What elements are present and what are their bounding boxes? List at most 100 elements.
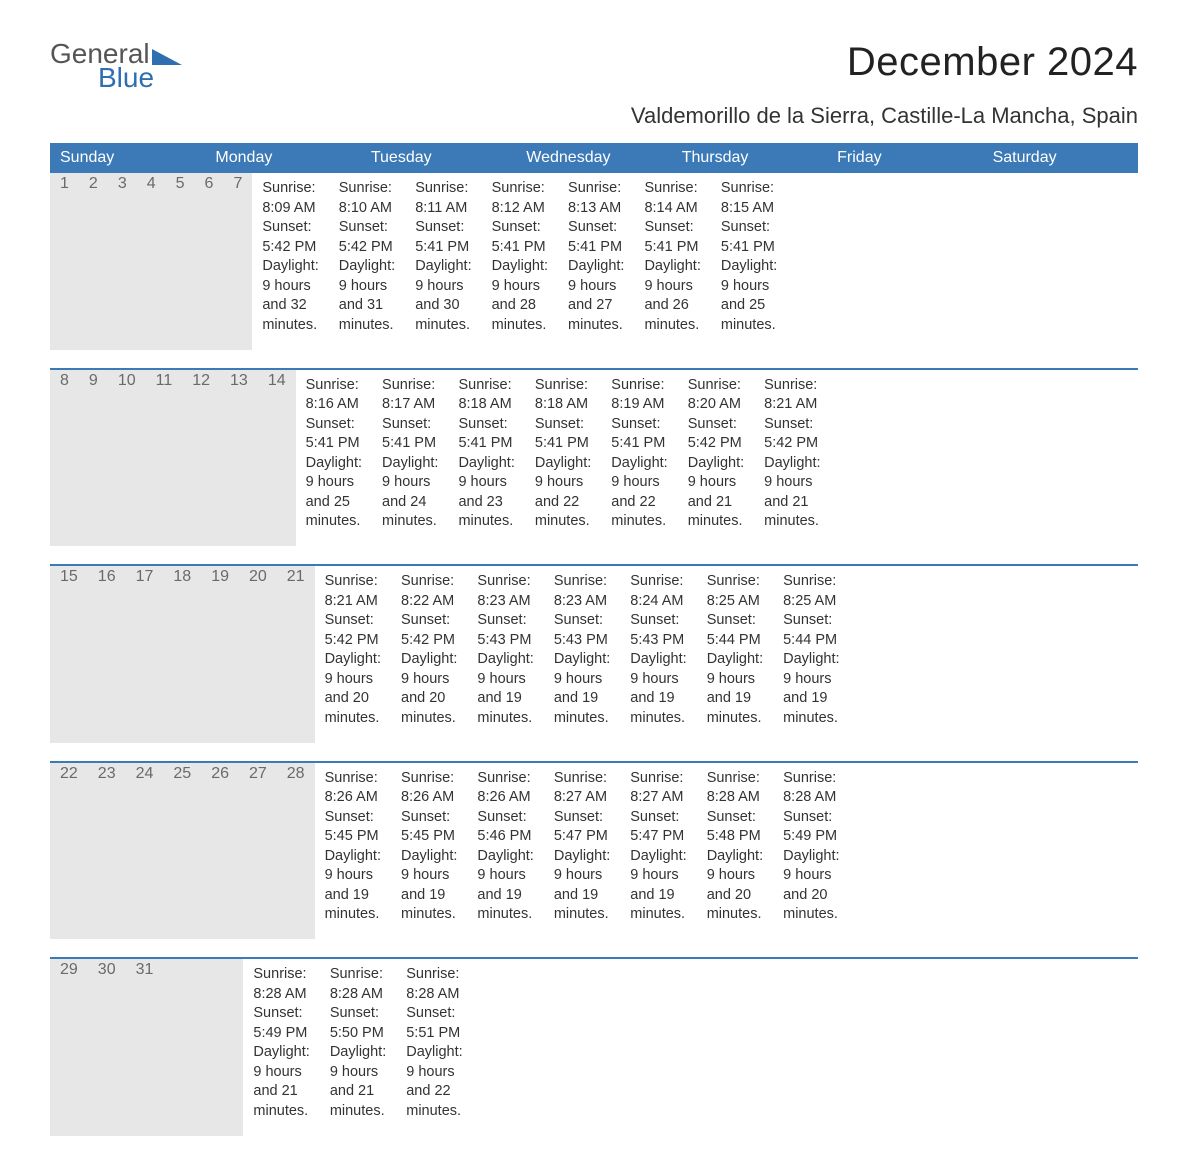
day-sunset: Sunset: 5:47 PM (554, 808, 610, 847)
day-sunset: Sunset: 5:50 PM (330, 1004, 386, 1043)
day-d2: and 20 minutes. (707, 886, 763, 925)
day-detail: Sunrise: 8:24 AMSunset: 5:43 PMDaylight:… (620, 566, 696, 743)
day-d2: and 32 minutes. (262, 296, 318, 335)
day-detail: Sunrise: 8:19 AMSunset: 5:41 PMDaylight:… (601, 370, 677, 547)
day-d1: Daylight: 9 hours (477, 650, 533, 689)
day-number (223, 959, 243, 1136)
day-d2: and 19 minutes. (707, 689, 763, 728)
day-d1: Daylight: 9 hours (492, 257, 548, 296)
day-d2: and 22 minutes. (406, 1082, 462, 1121)
day-d2: and 31 minutes. (339, 296, 395, 335)
day-number: 3 (108, 173, 137, 350)
day-number: 16 (88, 566, 126, 743)
detail-row: Sunrise: 8:26 AMSunset: 5:45 PMDaylight:… (315, 763, 850, 940)
day-number: 23 (88, 763, 126, 940)
week: 22232425262728 Sunrise: 8:26 AMSunset: 5:… (50, 761, 1138, 940)
location-subtitle: Valdemorillo de la Sierra, Castille-La M… (631, 103, 1138, 129)
day-sunrise: Sunrise: 8:16 AM (306, 376, 362, 415)
day-d2: and 19 minutes. (401, 886, 457, 925)
day-sunrise: Sunrise: 8:28 AM (253, 965, 309, 1004)
day-header-row: SundayMondayTuesdayWednesdayThursdayFrid… (50, 143, 1138, 173)
day-sunset: Sunset: 5:46 PM (477, 808, 533, 847)
day-number: 28 (277, 763, 315, 940)
day-sunset: Sunset: 5:43 PM (554, 611, 610, 650)
header: General Blue December 2024 Valdemorillo … (50, 40, 1138, 137)
day-d2: and 21 minutes. (330, 1082, 386, 1121)
day-detail: Sunrise: 8:18 AMSunset: 5:41 PMDaylight:… (448, 370, 524, 547)
detail-row: Sunrise: 8:28 AMSunset: 5:49 PMDaylight:… (243, 959, 552, 1136)
daynum-row: 22232425262728 (50, 763, 315, 940)
day-sunset: Sunset: 5:47 PM (630, 808, 686, 847)
detail-row: Sunrise: 8:21 AMSunset: 5:42 PMDaylight:… (315, 566, 850, 743)
day-sunset: Sunset: 5:43 PM (477, 611, 533, 650)
daynum-row: 15161718192021 (50, 566, 315, 743)
day-detail: Sunrise: 8:10 AMSunset: 5:42 PMDaylight:… (329, 173, 405, 350)
day-d1: Daylight: 9 hours (611, 454, 667, 493)
day-detail: Sunrise: 8:25 AMSunset: 5:44 PMDaylight:… (773, 566, 849, 743)
day-detail: Sunrise: 8:13 AMSunset: 5:41 PMDaylight:… (558, 173, 634, 350)
day-sunrise: Sunrise: 8:27 AM (554, 769, 610, 808)
day-number: 9 (79, 370, 108, 547)
day-sunset: Sunset: 5:41 PM (644, 218, 700, 257)
day-detail: Sunrise: 8:18 AMSunset: 5:41 PMDaylight:… (525, 370, 601, 547)
day-d2: and 28 minutes. (492, 296, 548, 335)
day-d1: Daylight: 9 hours (535, 454, 591, 493)
day-d1: Daylight: 9 hours (554, 847, 610, 886)
calendar: SundayMondayTuesdayWednesdayThursdayFrid… (50, 143, 1138, 1136)
day-d2: and 19 minutes. (325, 886, 381, 925)
day-sunrise: Sunrise: 8:25 AM (707, 572, 763, 611)
day-d2: and 27 minutes. (568, 296, 624, 335)
day-sunset: Sunset: 5:41 PM (611, 415, 667, 454)
day-number: 30 (88, 959, 126, 1136)
day-d2: and 25 minutes. (721, 296, 777, 335)
day-detail: Sunrise: 8:25 AMSunset: 5:44 PMDaylight:… (697, 566, 773, 743)
day-number (203, 959, 223, 1136)
day-number: 22 (50, 763, 88, 940)
day-d2: and 20 minutes. (783, 886, 839, 925)
daynum-row: 293031 (50, 959, 243, 1136)
day-detail: Sunrise: 8:26 AMSunset: 5:45 PMDaylight:… (391, 763, 467, 940)
day-sunrise: Sunrise: 8:15 AM (721, 179, 777, 218)
day-number: 21 (277, 566, 315, 743)
day-d1: Daylight: 9 hours (406, 1043, 462, 1082)
day-d1: Daylight: 9 hours (630, 650, 686, 689)
day-number: 5 (166, 173, 195, 350)
day-sunset: Sunset: 5:45 PM (401, 808, 457, 847)
day-sunrise: Sunrise: 8:21 AM (764, 376, 820, 415)
daynum-row: 1234567 (50, 173, 252, 350)
day-header: Friday (827, 143, 982, 173)
day-d2: and 22 minutes. (535, 493, 591, 532)
detail-row: Sunrise: 8:16 AMSunset: 5:41 PMDaylight:… (296, 370, 831, 547)
day-d2: and 22 minutes. (611, 493, 667, 532)
day-d1: Daylight: 9 hours (330, 1043, 386, 1082)
day-detail: Sunrise: 8:27 AMSunset: 5:47 PMDaylight:… (620, 763, 696, 940)
day-detail (473, 959, 493, 1136)
day-detail (493, 959, 513, 1136)
day-d1: Daylight: 9 hours (325, 650, 381, 689)
day-d2: and 21 minutes. (764, 493, 820, 532)
day-number: 18 (163, 566, 201, 743)
day-d1: Daylight: 9 hours (707, 650, 763, 689)
day-sunrise: Sunrise: 8:10 AM (339, 179, 395, 218)
day-header: Saturday (983, 143, 1138, 173)
day-d1: Daylight: 9 hours (253, 1043, 309, 1082)
day-sunset: Sunset: 5:44 PM (783, 611, 839, 650)
day-number: 15 (50, 566, 88, 743)
day-d1: Daylight: 9 hours (688, 454, 744, 493)
day-d2: and 19 minutes. (783, 689, 839, 728)
day-d1: Daylight: 9 hours (325, 847, 381, 886)
day-number: 24 (126, 763, 164, 940)
week: 293031Sunrise: 8:28 AMSunset: 5:49 PMDay… (50, 957, 1138, 1136)
day-number: 12 (182, 370, 220, 547)
day-d2: and 19 minutes. (554, 886, 610, 925)
day-number: 17 (126, 566, 164, 743)
day-sunset: Sunset: 5:42 PM (325, 611, 381, 650)
day-detail: Sunrise: 8:28 AMSunset: 5:49 PMDaylight:… (243, 959, 319, 1136)
day-number (163, 959, 183, 1136)
day-d2: and 19 minutes. (477, 886, 533, 925)
day-d2: and 19 minutes. (630, 689, 686, 728)
day-sunrise: Sunrise: 8:13 AM (568, 179, 624, 218)
day-number: 2 (79, 173, 108, 350)
day-sunrise: Sunrise: 8:22 AM (401, 572, 457, 611)
day-sunset: Sunset: 5:42 PM (262, 218, 318, 257)
